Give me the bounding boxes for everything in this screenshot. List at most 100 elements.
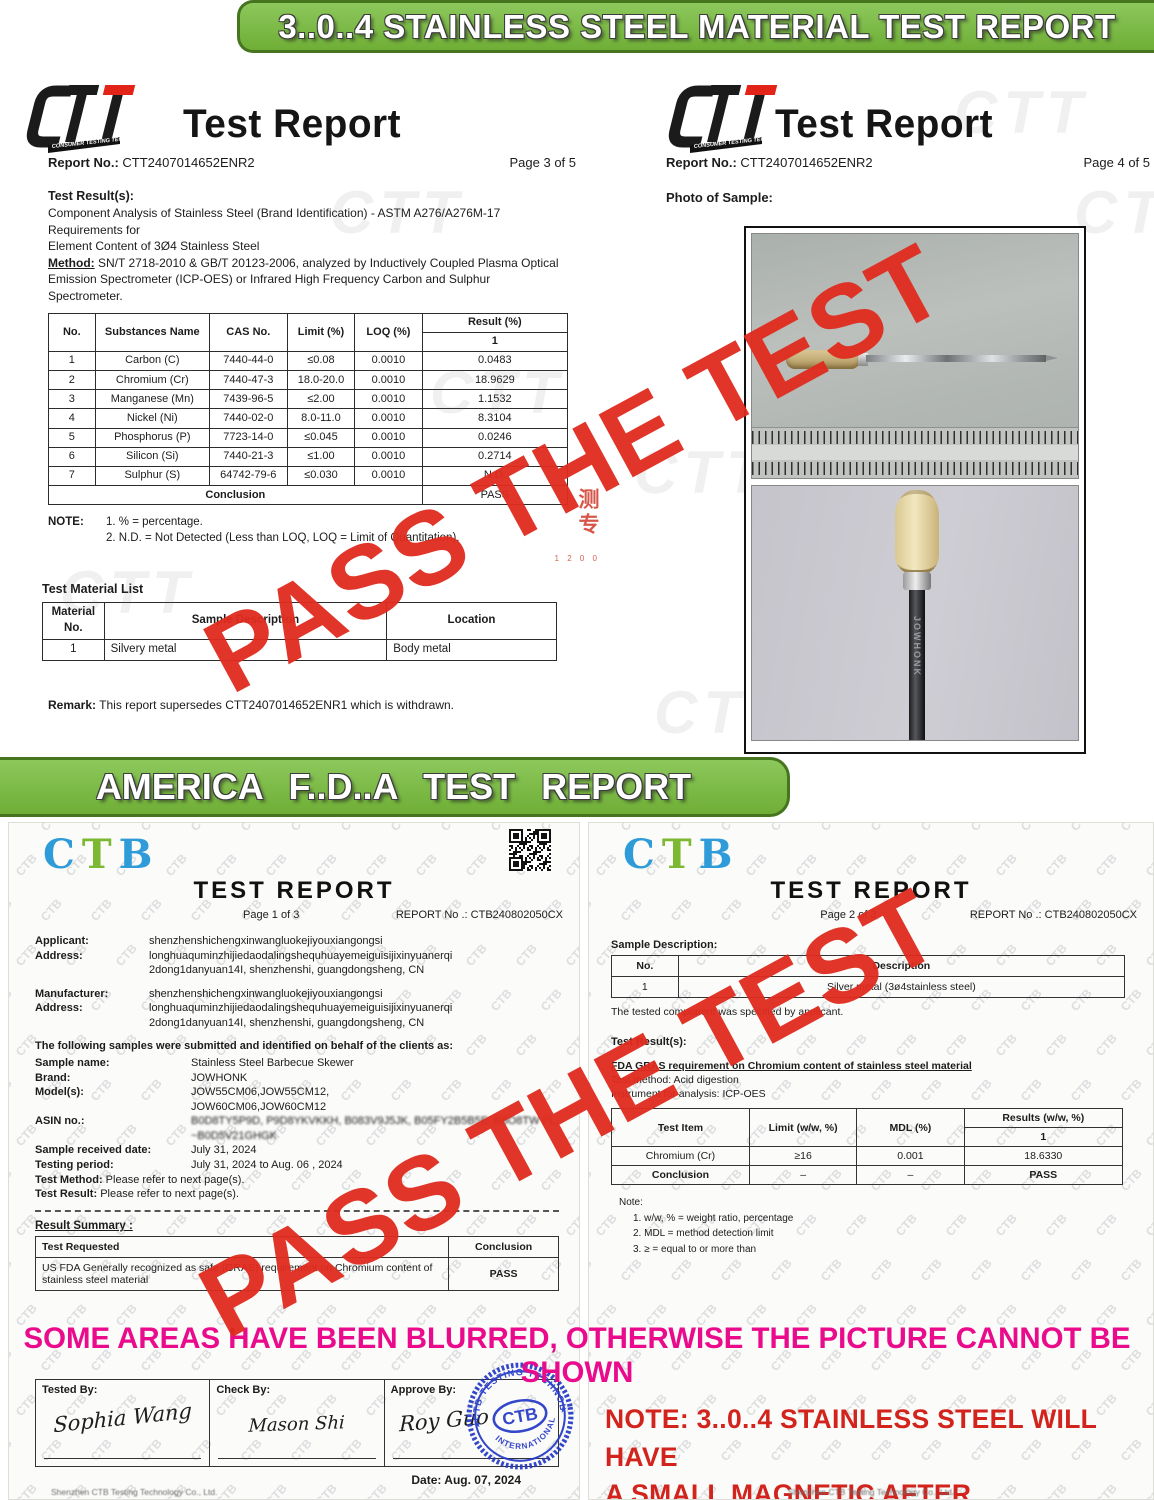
remark-line: Remark: This report supersedes CTT240701… bbox=[48, 697, 454, 712]
ctt-report-page3: CTT CTT CTT CONSUMER TESTING TECH Test R… bbox=[0, 58, 599, 758]
report-no: REPORT No .: CTB240802050CX bbox=[969, 909, 1137, 921]
note-item: 3. ≥ = equal to or more than bbox=[633, 1243, 757, 1255]
ruler bbox=[752, 427, 1078, 478]
sample-description-label: Sample Description: bbox=[611, 939, 718, 951]
ctb-round-stamp: CTB TESTING TECHNOLOGY INTERNATIONAL CTB… bbox=[455, 1351, 574, 1470]
skewer-wood-handle bbox=[786, 350, 860, 369]
report-no: REPORT No .: CTB240802050CX bbox=[395, 909, 563, 921]
substance-row: 6 Silicon (Si) 7440-21-3 ≤1.00 0.0010 0.2714 bbox=[48, 446, 569, 467]
report-meta-row: Report No.: CTT2407014652ENR2 Page 3 of … bbox=[48, 155, 576, 170]
fda-conclusion-row: Conclusion – – PASS bbox=[611, 1165, 1124, 1185]
ctt-logo: CONSUMER TESTING TECH bbox=[18, 82, 136, 167]
signature-block: Tested By: Sophia Wang Check By: Mason S… bbox=[34, 1351, 574, 1470]
test-description: Component Analysis of Stainless Steel (B… bbox=[48, 206, 501, 254]
substance-row: 4 Nickel (Ni) 7440-02-0 8.0-11.0 0.0010 8.310… bbox=[48, 408, 569, 429]
substance-row: 2 Chromium (Cr) 7440-47-3 18.0-20.0 0.0010 18… bbox=[48, 370, 569, 391]
report-date: Date: Aug. 07, 2024 bbox=[411, 1473, 521, 1487]
manufacturer-value: shenzhenshichengxinwangluokejiyouxiangon… bbox=[149, 987, 383, 1000]
sample-description-table: No. Description 1 Silver metal (3ø4stain… bbox=[611, 955, 1126, 998]
summary-row: US FDA Generally recognized as safe (GRA… bbox=[34, 1257, 559, 1292]
blade-brand-engraving: JOWHONK bbox=[912, 616, 922, 677]
banner-fda-title: AMERICA F..D..A TEST REPORT bbox=[0, 757, 790, 817]
models-value: JOW55CM06,JOW55CM12, JOW60CM06,JOW60CM12 bbox=[191, 1086, 330, 1113]
received-date: July 31, 2024 bbox=[191, 1144, 257, 1157]
report-meta-row: Report No.: CTT2407014652ENR2 Page 4 of … bbox=[666, 155, 1150, 170]
qr-code bbox=[509, 829, 551, 871]
stamp-center-text: CTB bbox=[501, 1403, 539, 1429]
col-conclusion: Conclusion bbox=[448, 1236, 559, 1259]
ctt-page3-content: Test Result(s): Component Analysis of St… bbox=[0, 188, 584, 713]
page-title: Test Report bbox=[774, 102, 994, 146]
red-chinese-seal: 测专 bbox=[576, 488, 599, 538]
substance-row: 1 Carbon (C) 7440-44-0 ≤0.08 0.0010 0.0483 bbox=[48, 350, 569, 372]
check-by-cell: Check By: Mason Shi bbox=[209, 1379, 385, 1467]
lab-footer: Shenzhen CTB Testing Technology Co., Ltd… bbox=[51, 1487, 218, 1497]
col-result-sub: 1 bbox=[421, 331, 569, 352]
ctb-logo: CTB bbox=[43, 831, 160, 878]
tested-component-note: The tested component was specified by ap… bbox=[611, 1006, 844, 1018]
samples-intro: The following samples were submitted and… bbox=[35, 1040, 454, 1053]
skewer-ferrule bbox=[903, 572, 931, 590]
ctb-header: CTB TEST REPORT Page 1 of 3 REPORT No .:… bbox=[9, 823, 579, 925]
check-by-signature: Mason Shi bbox=[248, 1412, 346, 1437]
sample-details-block: Sample name: Stainless Steel Barbecue Sk… bbox=[9, 1056, 579, 1172]
asin-value: B0D8TY5P9D, P9D8YKVKKH, B083V9J5JK, B05F… bbox=[191, 1115, 559, 1142]
note-label: NOTE: bbox=[48, 516, 84, 529]
skewer-blade-closeup: JOWHONK bbox=[909, 590, 925, 740]
magnetic-warning-note: NOTE: 3..0..4 STAINLESS STEEL WILL HAVE … bbox=[605, 1404, 1097, 1500]
ctt-header: CONSUMER TESTING TECH Test Report Report… bbox=[614, 58, 1154, 170]
red-seal-number: 1 2 0 0 bbox=[554, 554, 600, 563]
report-meta-row: Page 2 of 3 REPORT No .: CTB240802050CX bbox=[589, 909, 1153, 923]
sample-photo-bottom: JOWHONK bbox=[751, 485, 1079, 741]
ctb-logo: CTB bbox=[623, 831, 740, 878]
sample-name: Stainless Steel Barbecue Skewer bbox=[191, 1057, 354, 1070]
ruler-band bbox=[752, 445, 1078, 460]
ctt-logo-graphic: CONSUMER TESTING TECH bbox=[668, 85, 778, 153]
page-indicator: Page 4 of 5 bbox=[1083, 155, 1151, 170]
tested-by-signature: Sophia Wang bbox=[53, 1398, 192, 1438]
report-no: Report No.: CTT2407014652ENR2 bbox=[48, 155, 255, 170]
description-row: 1 Silver metal (3ø4stainless steel) bbox=[611, 976, 1126, 998]
sample-photo-top bbox=[751, 233, 1079, 479]
instrument-line: Instrument for analysis: ICP-OES bbox=[611, 1088, 766, 1100]
substance-row: 5 Phosphorus (P) 7723-14-0 ≤0.045 0.0010 0.02… bbox=[48, 427, 569, 448]
material-row: 1 Silvery metal Body metal bbox=[42, 638, 557, 661]
skewer-blade bbox=[866, 355, 1046, 362]
skewer-collar bbox=[858, 353, 868, 366]
manufacturer-block: Manufacturer: shenzhenshichengxinwangluo… bbox=[9, 987, 579, 1031]
approve-by-cell: Approve By: Roy Guo CTB TESTING TECHNOLO… bbox=[383, 1351, 574, 1470]
test-result-line: Test Result: Please refer to next page(s… bbox=[35, 1188, 239, 1201]
col-material-no: Material No. bbox=[42, 602, 105, 640]
applicant-value: shenzhenshichengxinwangluokejiyouxiangon… bbox=[149, 935, 383, 947]
test-method-line: Test method: Acid digestion bbox=[611, 1074, 739, 1086]
signature-line bbox=[392, 1458, 550, 1459]
ruler-ticks bbox=[752, 431, 1078, 444]
photo-of-sample-label: Photo of Sample: bbox=[666, 190, 773, 205]
page-title: TEST REPORT bbox=[770, 877, 972, 904]
col-loq: LOQ (%) bbox=[354, 312, 423, 352]
ctb-header: CTB TEST REPORT Page 2 of 3 REPORT No .:… bbox=[589, 823, 1153, 925]
material-list-label: Test Material List bbox=[42, 581, 144, 596]
report-no: Report No.: CTT2407014652ENR2 bbox=[666, 155, 873, 170]
svg-text:★: ★ bbox=[558, 1404, 568, 1415]
col-location: Location bbox=[386, 602, 557, 640]
page-indicator: Page 2 of 3 bbox=[820, 909, 877, 921]
banner-304-text: 3..0..4 STAINLESS STEEL MATERIAL TEST RE… bbox=[278, 7, 1116, 45]
ctt-logo-graphic: CONSUMER TESTING TECH bbox=[26, 85, 136, 153]
test-results-label: Test Result(s): bbox=[48, 189, 134, 203]
col-cas: CAS No. bbox=[208, 312, 288, 352]
col-results-sub: 1 bbox=[963, 1127, 1124, 1147]
note-item: 1. w/w, % = weight ratio, percentage bbox=[633, 1212, 794, 1224]
material-table: Material No. Sample Description Location… bbox=[42, 602, 557, 661]
page-title: TEST REPORT bbox=[193, 877, 395, 904]
test-method-line: Test Method: Please refer to next page(s… bbox=[35, 1174, 245, 1187]
note-item: 2. MDL = method detection limit bbox=[633, 1228, 774, 1239]
col-sample-desc: Sample Description bbox=[103, 602, 388, 640]
blurred-areas-notice: SOME AREAS HAVE BEEN BLURRED, OTHERWISE … bbox=[23, 1322, 1131, 1389]
test-results-label: Test Result(s): bbox=[611, 1036, 687, 1048]
ctt-header: CONSUMER TESTING TECH Test Report Report… bbox=[0, 58, 584, 170]
tested-by-cell: Tested By: Sophia Wang bbox=[34, 1379, 211, 1467]
page-title: Test Report bbox=[182, 102, 402, 146]
skewer-wood-handle-closeup bbox=[895, 490, 939, 574]
